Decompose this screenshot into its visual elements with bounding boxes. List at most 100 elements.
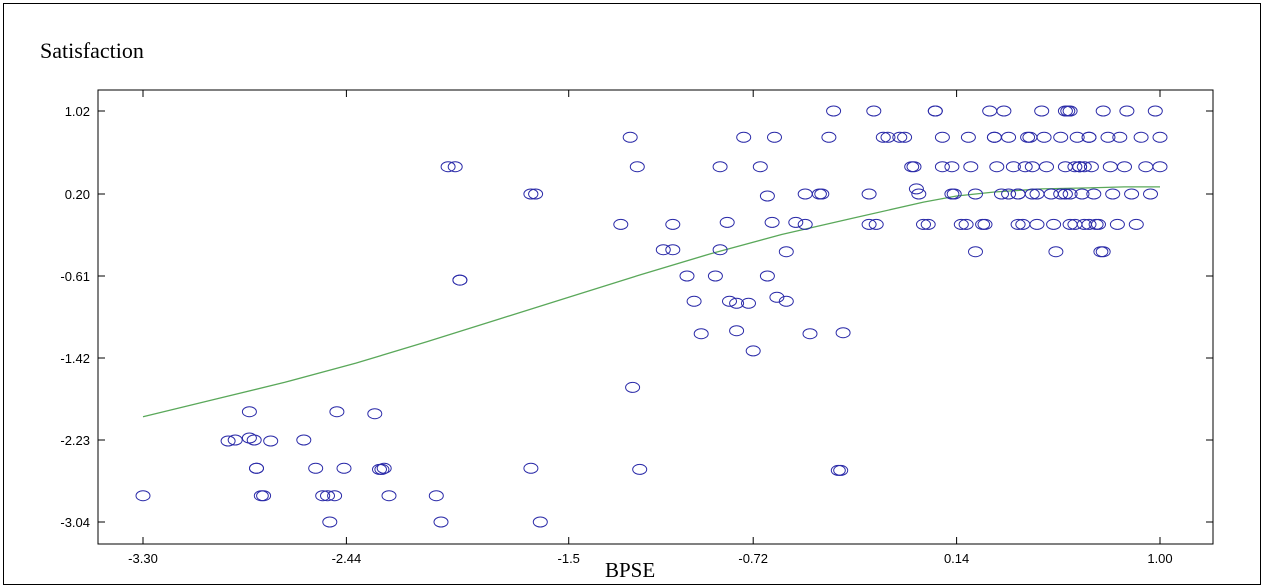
y-tick-label: -0.61 [60, 269, 90, 284]
data-point [712, 161, 728, 173]
plot-box [97, 89, 1214, 545]
data-point [946, 188, 962, 200]
data-point [1053, 131, 1069, 143]
fit-curve-line [142, 186, 1160, 418]
data-point [227, 434, 243, 446]
data-point [376, 462, 392, 474]
data-point [1036, 131, 1052, 143]
data-point [916, 218, 931, 230]
data-point [968, 188, 983, 200]
data-point [320, 490, 335, 502]
data-point [1105, 188, 1121, 200]
data-point [613, 218, 629, 230]
data-point [1046, 218, 1062, 230]
data-point [989, 161, 1005, 173]
data-point [1069, 131, 1085, 143]
data-point [263, 435, 279, 447]
data-point [381, 490, 397, 502]
data-point [759, 270, 775, 282]
data-point [986, 131, 1002, 143]
y-axis-label: Satisfaction [40, 38, 144, 63]
data-point [759, 190, 775, 202]
data-point [1076, 161, 1092, 173]
data-point [712, 244, 728, 256]
data-point [911, 188, 927, 200]
data-point [944, 161, 960, 173]
y-tick-label: -2.23 [60, 433, 90, 448]
data-point [1062, 218, 1078, 230]
data-point [1124, 188, 1140, 200]
data-point [1083, 161, 1099, 173]
data-point [1001, 131, 1017, 143]
data-point [1119, 105, 1135, 117]
data-point [866, 105, 882, 117]
data-point [315, 490, 331, 502]
data-point [861, 218, 877, 230]
data-point [797, 218, 813, 230]
data-point [707, 270, 723, 282]
data-point [440, 161, 456, 173]
data-point [246, 434, 262, 446]
data-point [1034, 105, 1050, 117]
data-point [994, 188, 1009, 200]
data-point [927, 105, 943, 117]
data-point [778, 246, 794, 258]
data-point [778, 295, 794, 307]
data-point [367, 408, 383, 420]
data-point [821, 131, 837, 143]
data-point [1095, 246, 1111, 258]
data-point [982, 105, 998, 117]
data-point [880, 131, 896, 143]
data-point [1005, 161, 1021, 173]
data-point [625, 381, 641, 393]
data-point [729, 325, 745, 337]
data-point [741, 297, 756, 309]
data-point [767, 131, 782, 143]
data-point [963, 161, 979, 173]
data-point [1143, 188, 1158, 200]
data-point [1010, 218, 1026, 230]
data-point [1152, 131, 1168, 143]
data-point [1112, 131, 1128, 143]
data-point [977, 218, 993, 230]
data-point [968, 246, 983, 258]
data-point [1095, 105, 1111, 117]
data-point [958, 218, 974, 230]
data-point [830, 464, 846, 476]
data-point [861, 188, 877, 200]
data-point [1081, 131, 1097, 143]
data-point [906, 161, 922, 173]
data-point [336, 462, 352, 474]
data-point [308, 462, 324, 474]
data-point [934, 161, 950, 173]
data-point [665, 218, 681, 230]
data-point [655, 244, 671, 256]
y-tick-label: -1.42 [60, 351, 90, 366]
data-point [447, 161, 463, 173]
data-point [788, 216, 804, 228]
data-point [686, 295, 702, 307]
data-point [1138, 161, 1154, 173]
data-point [1133, 131, 1149, 143]
data-point [249, 462, 264, 474]
data-point [322, 516, 338, 528]
data-point [897, 131, 913, 143]
data-point [632, 463, 648, 475]
data-point [1057, 188, 1073, 200]
data-point [953, 218, 969, 230]
data-point [241, 432, 257, 444]
data-point [1062, 105, 1078, 117]
data-point [892, 131, 908, 143]
data-point [802, 328, 818, 340]
data-point [1100, 131, 1116, 143]
data-point [934, 131, 950, 143]
data-point [868, 218, 884, 230]
data-point [528, 188, 544, 200]
data-point [1109, 218, 1125, 230]
data-point [769, 291, 785, 303]
chart-frame [3, 3, 1261, 585]
data-point [1091, 218, 1106, 230]
data-point [908, 183, 924, 195]
data-point [1147, 105, 1163, 117]
